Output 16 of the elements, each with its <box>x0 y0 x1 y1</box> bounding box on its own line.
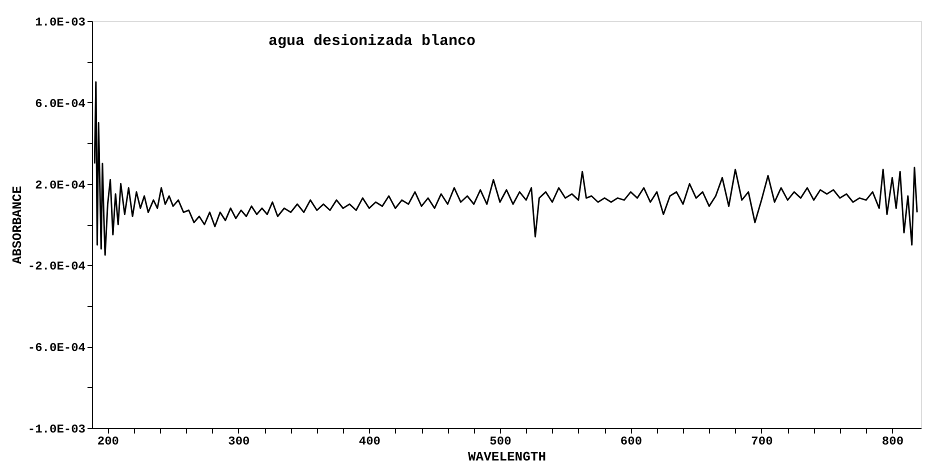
x-axis-title: WAVELENGTH <box>468 450 546 464</box>
annotation: agua desionizada blanco <box>268 33 476 50</box>
y-tick-label: -6.0E-04 <box>28 341 86 356</box>
x-tick-label: 500 <box>490 434 512 448</box>
y-tick-label: -2.0E-04 <box>28 260 86 274</box>
y-tick-label: 1.0E-03 <box>35 16 86 30</box>
x-tick-label: 700 <box>751 434 773 448</box>
y-tick-label: -1.0E-03 <box>28 422 86 436</box>
y-axis-title: ABSORBANCE <box>10 186 25 264</box>
x-tick-label: 300 <box>228 434 250 448</box>
y-tick-label: 6.0E-04 <box>35 96 86 111</box>
x-tick-label: 400 <box>358 434 381 448</box>
x-tick-label: 200 <box>97 434 119 448</box>
x-tick-label: 600 <box>620 434 642 448</box>
x-tick-label: 800 <box>882 434 904 448</box>
y-tick-label: 2.0E-04 <box>35 178 86 192</box>
